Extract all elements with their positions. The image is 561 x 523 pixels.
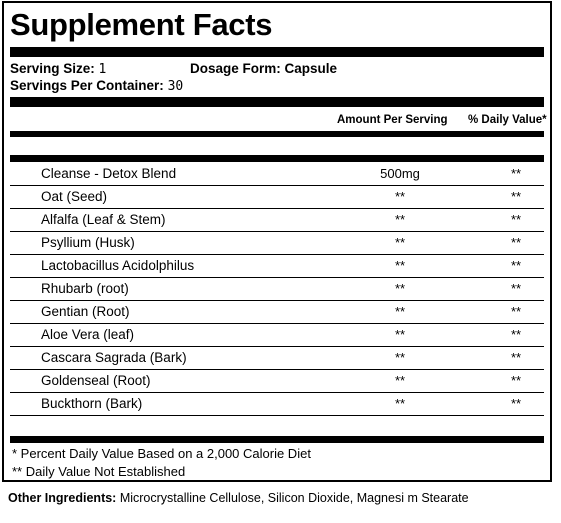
ingredient-amount: **: [394, 258, 406, 273]
panel-title: Supplement Facts: [10, 7, 273, 42]
ingredient-daily-value: **: [510, 327, 522, 342]
ingredient-daily-value: **: [510, 166, 522, 181]
ingredient-row: Goldenseal (Root) ** **: [10, 369, 544, 393]
ingredient-name: Oat (Seed): [41, 189, 108, 204]
ingredient-daily-value: **: [510, 373, 522, 388]
not-established-footnote: ** Daily Value Not Established: [12, 464, 186, 479]
ingredient-daily-value: **: [510, 281, 522, 296]
dosage-form-value: Capsule: [284, 61, 338, 76]
ingredient-name: Gentian (Root): [41, 304, 130, 319]
ingredient-amount: **: [394, 350, 406, 365]
ingredient-name: Goldenseal (Root): [41, 373, 151, 388]
ingredient-name: Buckthorn (Bark): [41, 396, 143, 411]
servings-per-container-label: Servings Per Container:: [10, 78, 164, 93]
ingredient-daily-value: **: [510, 189, 522, 204]
ingredient-row: Buckthorn (Bark) ** **: [10, 392, 544, 416]
table-bottom-bar: [10, 436, 544, 443]
ingredient-daily-value: **: [510, 350, 522, 365]
servings-per-container-value: 30: [167, 79, 184, 94]
ingredient-row: Cleanse - Detox Blend 500mg **: [10, 162, 544, 186]
ingredient-daily-value: **: [510, 304, 522, 319]
table-top-bar: [10, 155, 544, 162]
ingredient-amount: **: [394, 373, 406, 388]
other-ingredients-label: Other Ingredients:: [8, 491, 117, 505]
ingredient-name: Psyllium (Husk): [41, 235, 135, 250]
serving-size-label: Serving Size:: [10, 61, 95, 76]
ingredient-amount: 500mg: [380, 166, 420, 181]
ingredient-row: Aloe Vera (leaf) ** **: [10, 323, 544, 347]
servings-per-container: Servings Per Container: 30: [10, 78, 183, 95]
ingredient-name: Rhubarb (root): [41, 281, 129, 296]
serving-size-value: 1: [98, 62, 107, 77]
ingredient-row: Rhubarb (root) ** **: [10, 277, 544, 301]
other-ingredients-text: Microcrystalline Cellulose, Silicon Diox…: [119, 491, 469, 505]
ingredient-name: Aloe Vera (leaf): [41, 327, 135, 342]
ingredient-row: Cascara Sagrada (Bark) ** **: [10, 346, 544, 370]
ingredient-name: Lactobacillus Acidolphilus: [41, 258, 195, 273]
ingredient-row: Gentian (Root) ** **: [10, 300, 544, 324]
ingredient-row: Alfalfa (Leaf & Stem) ** **: [10, 208, 544, 232]
ingredient-daily-value: **: [510, 258, 522, 273]
ingredient-name: Alfalfa (Leaf & Stem): [41, 212, 166, 227]
dosage-form: Dosage Form: Capsule: [190, 61, 337, 77]
header-divider-bar: [10, 131, 544, 137]
other-ingredients: Other Ingredients: Microcrystalline Cell…: [8, 490, 469, 506]
ingredient-daily-value: **: [510, 396, 522, 411]
ingredient-name: Cleanse - Detox Blend: [41, 166, 177, 181]
serving-size: Serving Size: 1: [10, 61, 106, 78]
ingredient-amount: **: [394, 235, 406, 250]
ingredient-amount: **: [394, 212, 406, 227]
ingredient-row: Psyllium (Husk) ** **: [10, 231, 544, 255]
ingredient-amount: **: [394, 281, 406, 296]
serving-divider-bar: [10, 97, 544, 107]
ingredient-amount: **: [394, 189, 406, 204]
ingredient-row: Oat (Seed) ** **: [10, 185, 544, 209]
ingredient-amount: **: [394, 396, 406, 411]
ingredient-amount: **: [394, 327, 406, 342]
title-divider-bar: [10, 47, 544, 57]
ingredient-daily-value: **: [510, 212, 522, 227]
daily-value-footnote: * Percent Daily Value Based on a 2,000 C…: [12, 446, 311, 461]
ingredient-row: Lactobacillus Acidolphilus ** **: [10, 254, 544, 278]
ingredient-daily-value: **: [510, 235, 522, 250]
dosage-form-label: Dosage Form:: [190, 61, 281, 76]
ingredient-name: Cascara Sagrada (Bark): [41, 350, 187, 365]
amount-per-serving-header: Amount Per Serving: [337, 114, 448, 126]
supplement-facts-panel: Supplement Facts Serving Size: 1 Dosage …: [2, 1, 552, 482]
ingredient-amount: **: [394, 304, 406, 319]
daily-value-header: % Daily Value*: [468, 114, 547, 126]
